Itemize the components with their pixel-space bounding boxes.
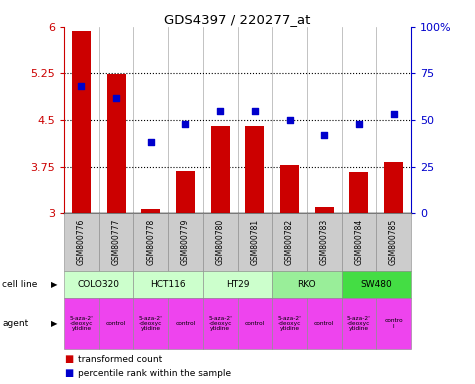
Bar [210, 126, 230, 213]
Text: percentile rank within the sample: percentile rank within the sample [78, 369, 231, 378]
Text: control: control [245, 321, 265, 326]
Text: GSM800783: GSM800783 [320, 219, 329, 265]
Bar [384, 162, 403, 213]
Text: ▶: ▶ [51, 319, 57, 328]
Text: HT29: HT29 [226, 280, 249, 289]
Bar [280, 165, 299, 213]
Bar [314, 207, 334, 213]
Text: ■: ■ [64, 354, 73, 364]
Bar [176, 171, 195, 213]
Point [181, 121, 189, 127]
Text: SW480: SW480 [361, 280, 392, 289]
Text: GSM800780: GSM800780 [216, 219, 225, 265]
Bar [245, 126, 265, 213]
Bar [349, 172, 369, 213]
Text: GSM800781: GSM800781 [250, 219, 259, 265]
Text: GSM800784: GSM800784 [354, 219, 363, 265]
Text: ■: ■ [64, 368, 73, 378]
Point [355, 121, 363, 127]
Point [390, 111, 397, 118]
Text: RKO: RKO [297, 280, 316, 289]
Text: contro
l: contro l [384, 318, 403, 329]
Text: control: control [106, 321, 126, 326]
Text: 5-aza-2'
-deoxyc
ytidine: 5-aza-2' -deoxyc ytidine [347, 316, 371, 331]
Text: 5-aza-2'
-deoxyc
ytidine: 5-aza-2' -deoxyc ytidine [139, 316, 163, 331]
Bar [141, 209, 161, 213]
Point [251, 108, 259, 114]
Text: 5-aza-2'
-deoxyc
ytidine: 5-aza-2' -deoxyc ytidine [277, 316, 302, 331]
Title: GDS4397 / 220277_at: GDS4397 / 220277_at [164, 13, 311, 26]
Text: GSM800782: GSM800782 [285, 219, 294, 265]
Text: 5-aza-2'
-deoxyc
ytidine: 5-aza-2' -deoxyc ytidine [69, 316, 94, 331]
Text: GSM800785: GSM800785 [389, 219, 398, 265]
Text: control: control [314, 321, 334, 326]
Point [78, 83, 86, 89]
Bar [106, 74, 126, 213]
Text: GSM800776: GSM800776 [77, 219, 86, 265]
Point [320, 132, 328, 138]
Text: cell line: cell line [2, 280, 38, 289]
Text: transformed count: transformed count [78, 354, 162, 364]
Text: GSM800778: GSM800778 [146, 219, 155, 265]
Text: control: control [175, 321, 196, 326]
Text: GSM800777: GSM800777 [112, 219, 121, 265]
Text: COLO320: COLO320 [78, 280, 120, 289]
Point [286, 117, 294, 123]
Text: agent: agent [2, 319, 28, 328]
Text: ▶: ▶ [51, 280, 57, 289]
Point [113, 94, 120, 101]
Point [217, 108, 224, 114]
Text: 5-aza-2'
-deoxyc
ytidine: 5-aza-2' -deoxyc ytidine [208, 316, 232, 331]
Bar [72, 31, 91, 213]
Text: GSM800779: GSM800779 [181, 219, 190, 265]
Text: HCT116: HCT116 [150, 280, 186, 289]
Point [147, 139, 155, 146]
